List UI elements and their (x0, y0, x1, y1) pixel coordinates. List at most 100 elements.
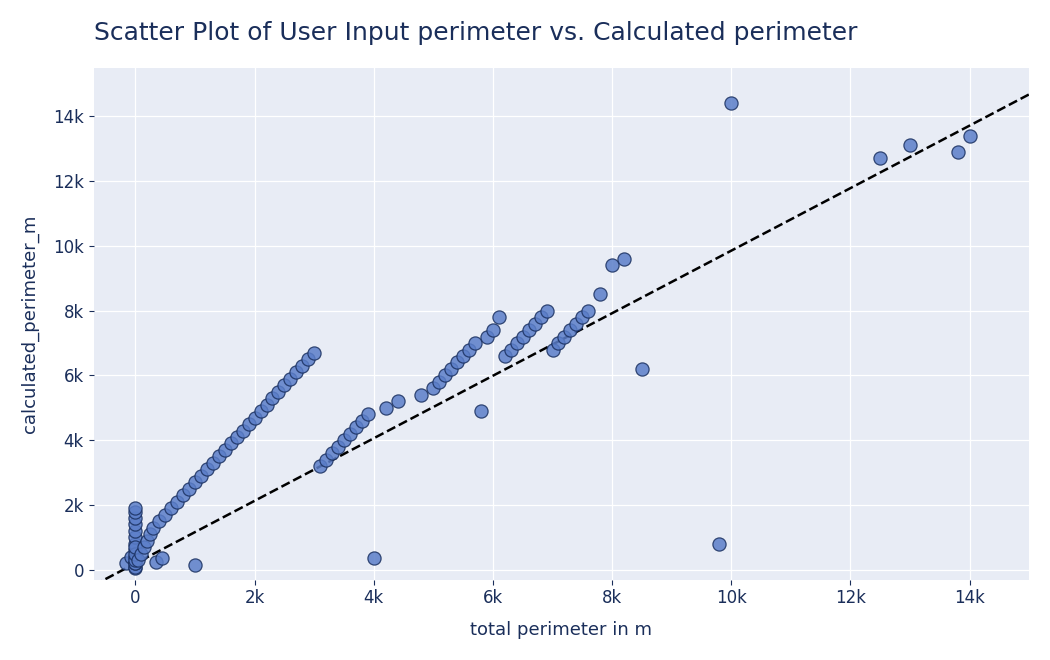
Point (288, 367, 304, 378)
Point (228, 432, 245, 442)
Point (127, 558, 144, 569)
Point (722, 98, 739, 108)
Point (318, 454, 335, 465)
Point (148, 556, 165, 567)
Point (234, 425, 251, 436)
Point (437, 370, 454, 381)
Point (205, 457, 222, 468)
Point (336, 435, 353, 446)
Point (145, 523, 162, 533)
Point (133, 548, 150, 559)
Point (330, 442, 346, 452)
Point (156, 510, 173, 520)
Point (872, 153, 888, 164)
Point (198, 464, 215, 475)
Point (127, 552, 144, 562)
Point (430, 377, 447, 387)
Point (142, 529, 159, 539)
Point (520, 325, 537, 335)
Point (127, 513, 144, 523)
X-axis label: total perimeter in m: total perimeter in m (470, 621, 652, 639)
Point (258, 399, 275, 410)
Point (264, 393, 280, 403)
Point (390, 396, 406, 407)
Point (574, 312, 591, 322)
Point (615, 253, 632, 264)
Point (633, 364, 650, 374)
Point (127, 548, 144, 559)
Point (497, 350, 513, 361)
Point (270, 386, 287, 397)
Point (127, 539, 144, 549)
Point (359, 409, 376, 420)
Point (526, 318, 543, 329)
Point (282, 374, 299, 384)
Point (455, 350, 471, 361)
Point (122, 552, 139, 562)
Point (472, 406, 489, 416)
Point (479, 331, 496, 342)
Point (592, 289, 609, 300)
Point (127, 532, 144, 543)
Point (127, 563, 144, 574)
Point (127, 506, 144, 517)
Point (294, 360, 311, 371)
Text: Scatter Plot of User Input perimeter vs. Calculated perimeter: Scatter Plot of User Input perimeter vs.… (93, 21, 857, 45)
Point (154, 553, 171, 564)
Point (490, 312, 507, 322)
Point (127, 561, 144, 572)
Point (181, 484, 197, 494)
Point (127, 558, 144, 569)
Point (425, 383, 442, 393)
Point (562, 325, 579, 335)
Point (413, 389, 429, 400)
Point (443, 364, 460, 374)
Point (192, 471, 209, 481)
Point (223, 438, 239, 449)
Point (135, 542, 152, 552)
Point (187, 477, 204, 488)
Point (550, 338, 567, 348)
Point (604, 260, 621, 271)
Point (139, 535, 155, 546)
Point (306, 347, 322, 358)
Point (556, 331, 573, 342)
Point (466, 338, 483, 348)
Point (300, 354, 317, 364)
Point (169, 496, 186, 507)
Point (127, 525, 144, 536)
Point (568, 318, 585, 329)
Point (216, 445, 233, 455)
Point (127, 545, 144, 556)
Point (902, 140, 919, 150)
Y-axis label: calculated_perimeter_m: calculated_perimeter_m (21, 214, 39, 433)
Point (276, 380, 293, 391)
Point (961, 131, 978, 141)
Point (508, 338, 525, 348)
Point (127, 519, 144, 530)
Point (118, 558, 134, 569)
Point (127, 503, 144, 513)
Point (163, 503, 180, 513)
Point (448, 357, 465, 368)
Point (544, 345, 561, 355)
Point (127, 555, 144, 566)
Point (354, 416, 371, 426)
Point (348, 422, 364, 432)
Point (461, 345, 478, 355)
Point (312, 461, 329, 471)
Point (246, 412, 262, 423)
Point (187, 560, 204, 570)
Point (341, 428, 358, 439)
Point (539, 306, 555, 316)
Point (127, 542, 144, 552)
Point (580, 306, 596, 316)
Point (323, 448, 340, 459)
Point (502, 345, 519, 355)
Point (252, 406, 269, 416)
Point (174, 490, 191, 500)
Point (484, 325, 501, 335)
Point (365, 553, 382, 564)
Point (210, 451, 227, 462)
Point (130, 555, 147, 566)
